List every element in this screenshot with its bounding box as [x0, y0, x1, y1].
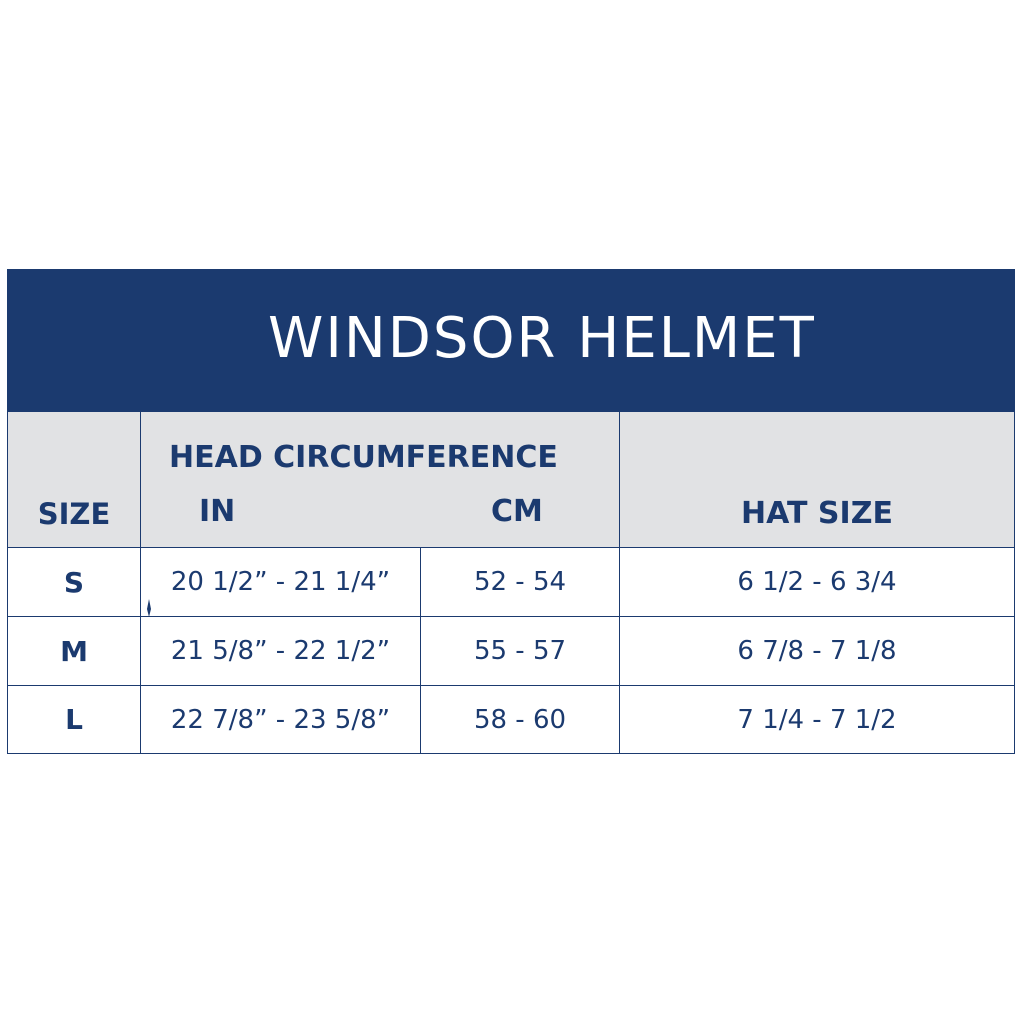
size-table: SIZE HEAD CIRCUMFERENCE IN CM HAT SIZE S…	[7, 411, 1015, 754]
header-head-circumference: HEAD CIRCUMFERENCE	[169, 440, 558, 475]
hat-cell: 7 1/4 - 7 1/2	[619, 685, 1015, 754]
in-cell: 21 5/8” - 22 1/2”	[140, 616, 421, 686]
size-cell: S	[7, 547, 141, 617]
horse-head-shield-icon	[105, 564, 193, 645]
size-cell: L	[7, 685, 141, 754]
title-banner: WINDSOR HELMET	[7, 269, 1015, 645]
header-hat-size: HAT SIZE	[741, 496, 893, 531]
header-hat-size-cell: HAT SIZE	[619, 411, 1015, 548]
hat-cell: 6 1/2 - 6 3/4	[619, 547, 1015, 617]
cm-cell: 52 - 54	[420, 547, 620, 617]
cm-cell: 58 - 60	[420, 685, 620, 754]
header-cm: CM	[491, 494, 543, 529]
hat-cell: 6 7/8 - 7 1/8	[619, 616, 1015, 686]
size-cell: M	[7, 616, 141, 686]
header-size-cell: SIZE	[7, 411, 141, 548]
in-cell: 20 1/2” - 21 1/4”	[140, 547, 421, 617]
header-size: SIZE	[37, 496, 111, 531]
header-head-circumference-cell	[140, 411, 620, 548]
header-in: IN	[199, 494, 236, 529]
in-cell: 22 7/8” - 23 5/8”	[140, 685, 421, 754]
page-title: WINDSOR HELMET	[268, 306, 816, 371]
cm-cell: 55 - 57	[420, 616, 620, 686]
